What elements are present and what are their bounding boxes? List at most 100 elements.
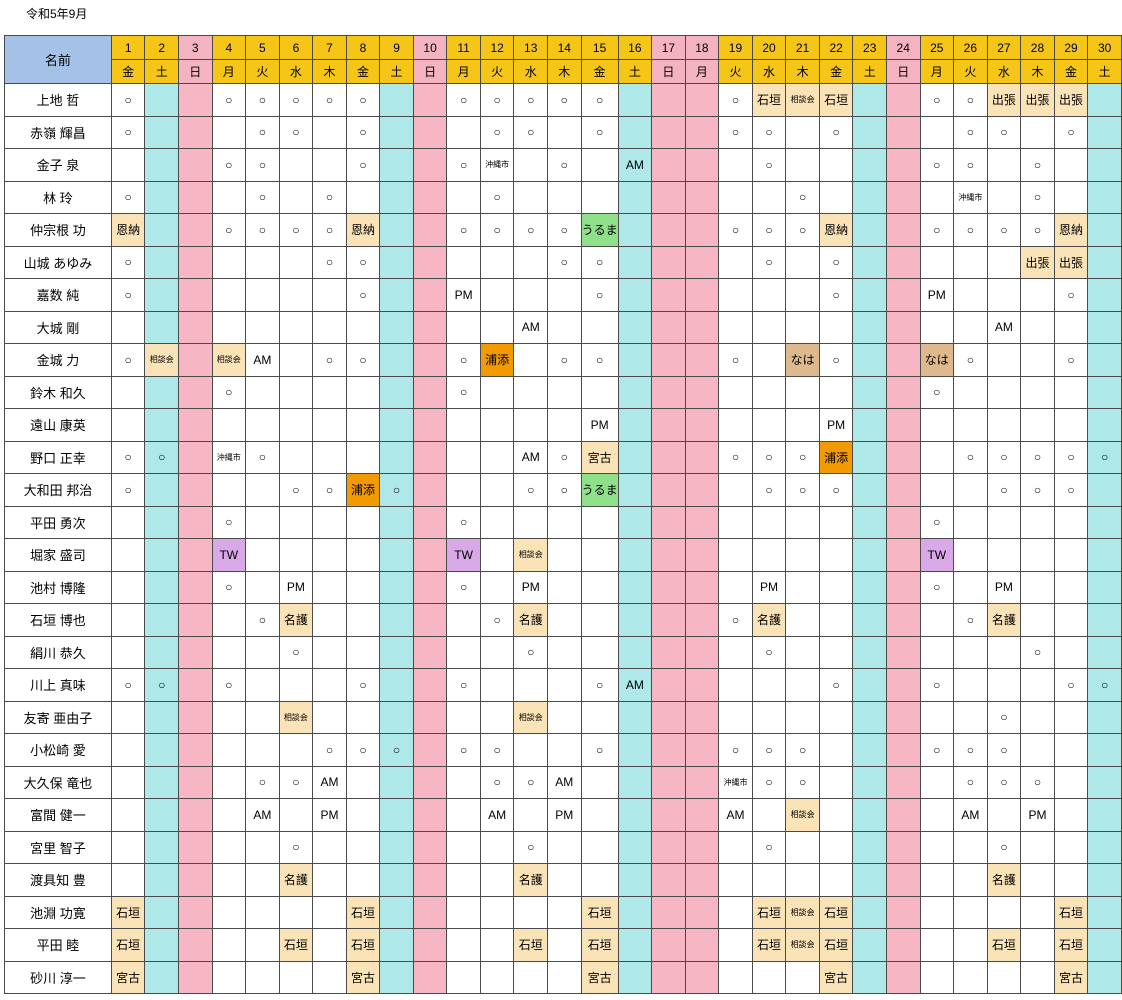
schedule-cell[interactable]: ○ [818,473,854,507]
schedule-cell[interactable] [651,440,686,474]
schedule-cell[interactable] [852,343,887,377]
schedule-cell[interactable] [1087,733,1122,767]
schedule-cell[interactable] [580,798,619,832]
schedule-cell[interactable] [852,830,887,864]
schedule-cell[interactable] [379,180,414,214]
schedule-cell[interactable]: ○ [751,830,787,864]
schedule-cell[interactable]: 石垣 [751,928,787,962]
schedule-cell[interactable] [245,473,280,507]
schedule-cell[interactable] [1020,375,1055,409]
schedule-cell[interactable] [617,863,653,897]
schedule-cell[interactable] [178,960,213,994]
schedule-cell[interactable] [885,440,921,474]
schedule-cell[interactable] [651,375,686,409]
schedule-cell[interactable] [684,213,720,247]
schedule-cell[interactable] [547,310,582,344]
schedule-cell[interactable]: ○ [580,733,619,767]
schedule-cell[interactable] [885,733,921,767]
schedule-cell[interactable] [547,700,582,734]
schedule-cell[interactable] [617,733,653,767]
schedule-cell[interactable] [885,635,921,669]
schedule-cell[interactable] [412,310,448,344]
schedule-cell[interactable]: ○ [953,603,988,637]
schedule-cell[interactable] [245,895,280,929]
schedule-cell[interactable]: ○ [986,733,1022,767]
schedule-cell[interactable] [412,278,448,312]
schedule-cell[interactable]: ○ [110,343,146,377]
schedule-cell[interactable] [513,733,549,767]
schedule-cell[interactable] [651,668,686,702]
schedule-cell[interactable] [178,830,213,864]
schedule-cell[interactable] [379,798,414,832]
schedule-cell[interactable] [446,765,481,799]
schedule-cell[interactable] [885,505,921,539]
schedule-cell[interactable] [110,798,146,832]
schedule-cell[interactable]: ○ [751,115,787,149]
schedule-cell[interactable] [412,538,448,572]
schedule-cell[interactable] [580,765,619,799]
schedule-cell[interactable]: ○ [1020,473,1055,507]
schedule-cell[interactable] [547,603,582,637]
schedule-cell[interactable]: ○ [513,115,549,149]
schedule-cell[interactable]: ○ [718,733,753,767]
schedule-cell[interactable]: 名護 [513,603,549,637]
schedule-cell[interactable]: ○ [751,635,787,669]
schedule-cell[interactable] [885,700,921,734]
schedule-cell[interactable] [178,440,213,474]
schedule-cell[interactable] [885,473,921,507]
schedule-cell[interactable] [885,148,921,182]
schedule-cell[interactable] [379,538,414,572]
schedule-cell[interactable] [345,798,381,832]
schedule-cell[interactable] [412,668,448,702]
schedule-cell[interactable] [1020,668,1055,702]
schedule-cell[interactable] [446,700,481,734]
schedule-cell[interactable]: ○ [751,245,787,279]
schedule-cell[interactable] [651,603,686,637]
schedule-cell[interactable] [919,115,955,149]
schedule-cell[interactable] [885,213,921,247]
schedule-cell[interactable] [885,83,921,117]
schedule-cell[interactable]: PM [751,570,787,604]
schedule-cell[interactable] [144,148,179,182]
schedule-cell[interactable] [178,245,213,279]
schedule-cell[interactable] [178,343,213,377]
schedule-cell[interactable] [617,343,653,377]
schedule-cell[interactable] [785,408,820,442]
schedule-cell[interactable] [1087,765,1122,799]
schedule-cell[interactable] [885,830,921,864]
schedule-cell[interactable] [684,895,720,929]
schedule-cell[interactable] [479,473,515,507]
schedule-cell[interactable]: 相談会 [278,700,314,734]
schedule-cell[interactable] [580,538,619,572]
schedule-cell[interactable] [986,668,1022,702]
schedule-cell[interactable] [379,895,414,929]
schedule-cell[interactable]: ○ [144,440,179,474]
schedule-cell[interactable] [986,408,1022,442]
schedule-cell[interactable] [651,895,686,929]
schedule-cell[interactable]: ○ [110,278,146,312]
schedule-cell[interactable] [617,570,653,604]
schedule-cell[interactable] [818,375,854,409]
schedule-cell[interactable] [1087,83,1122,117]
schedule-cell[interactable] [684,798,720,832]
schedule-cell[interactable]: ○ [785,213,820,247]
schedule-cell[interactable] [818,635,854,669]
schedule-cell[interactable] [211,473,247,507]
schedule-cell[interactable] [751,668,787,702]
schedule-cell[interactable]: ○ [1087,440,1122,474]
schedule-cell[interactable]: ○ [513,830,549,864]
schedule-cell[interactable] [345,505,381,539]
schedule-cell[interactable] [684,863,720,897]
schedule-cell[interactable]: 恩納 [110,213,146,247]
schedule-cell[interactable]: 石垣 [1053,928,1089,962]
schedule-cell[interactable]: ○ [751,473,787,507]
schedule-cell[interactable] [245,830,280,864]
schedule-cell[interactable] [1087,700,1122,734]
schedule-cell[interactable] [479,635,515,669]
schedule-cell[interactable] [785,603,820,637]
schedule-cell[interactable] [178,115,213,149]
schedule-cell[interactable] [144,213,179,247]
schedule-cell[interactable] [919,928,955,962]
schedule-cell[interactable] [178,570,213,604]
schedule-cell[interactable] [446,895,481,929]
